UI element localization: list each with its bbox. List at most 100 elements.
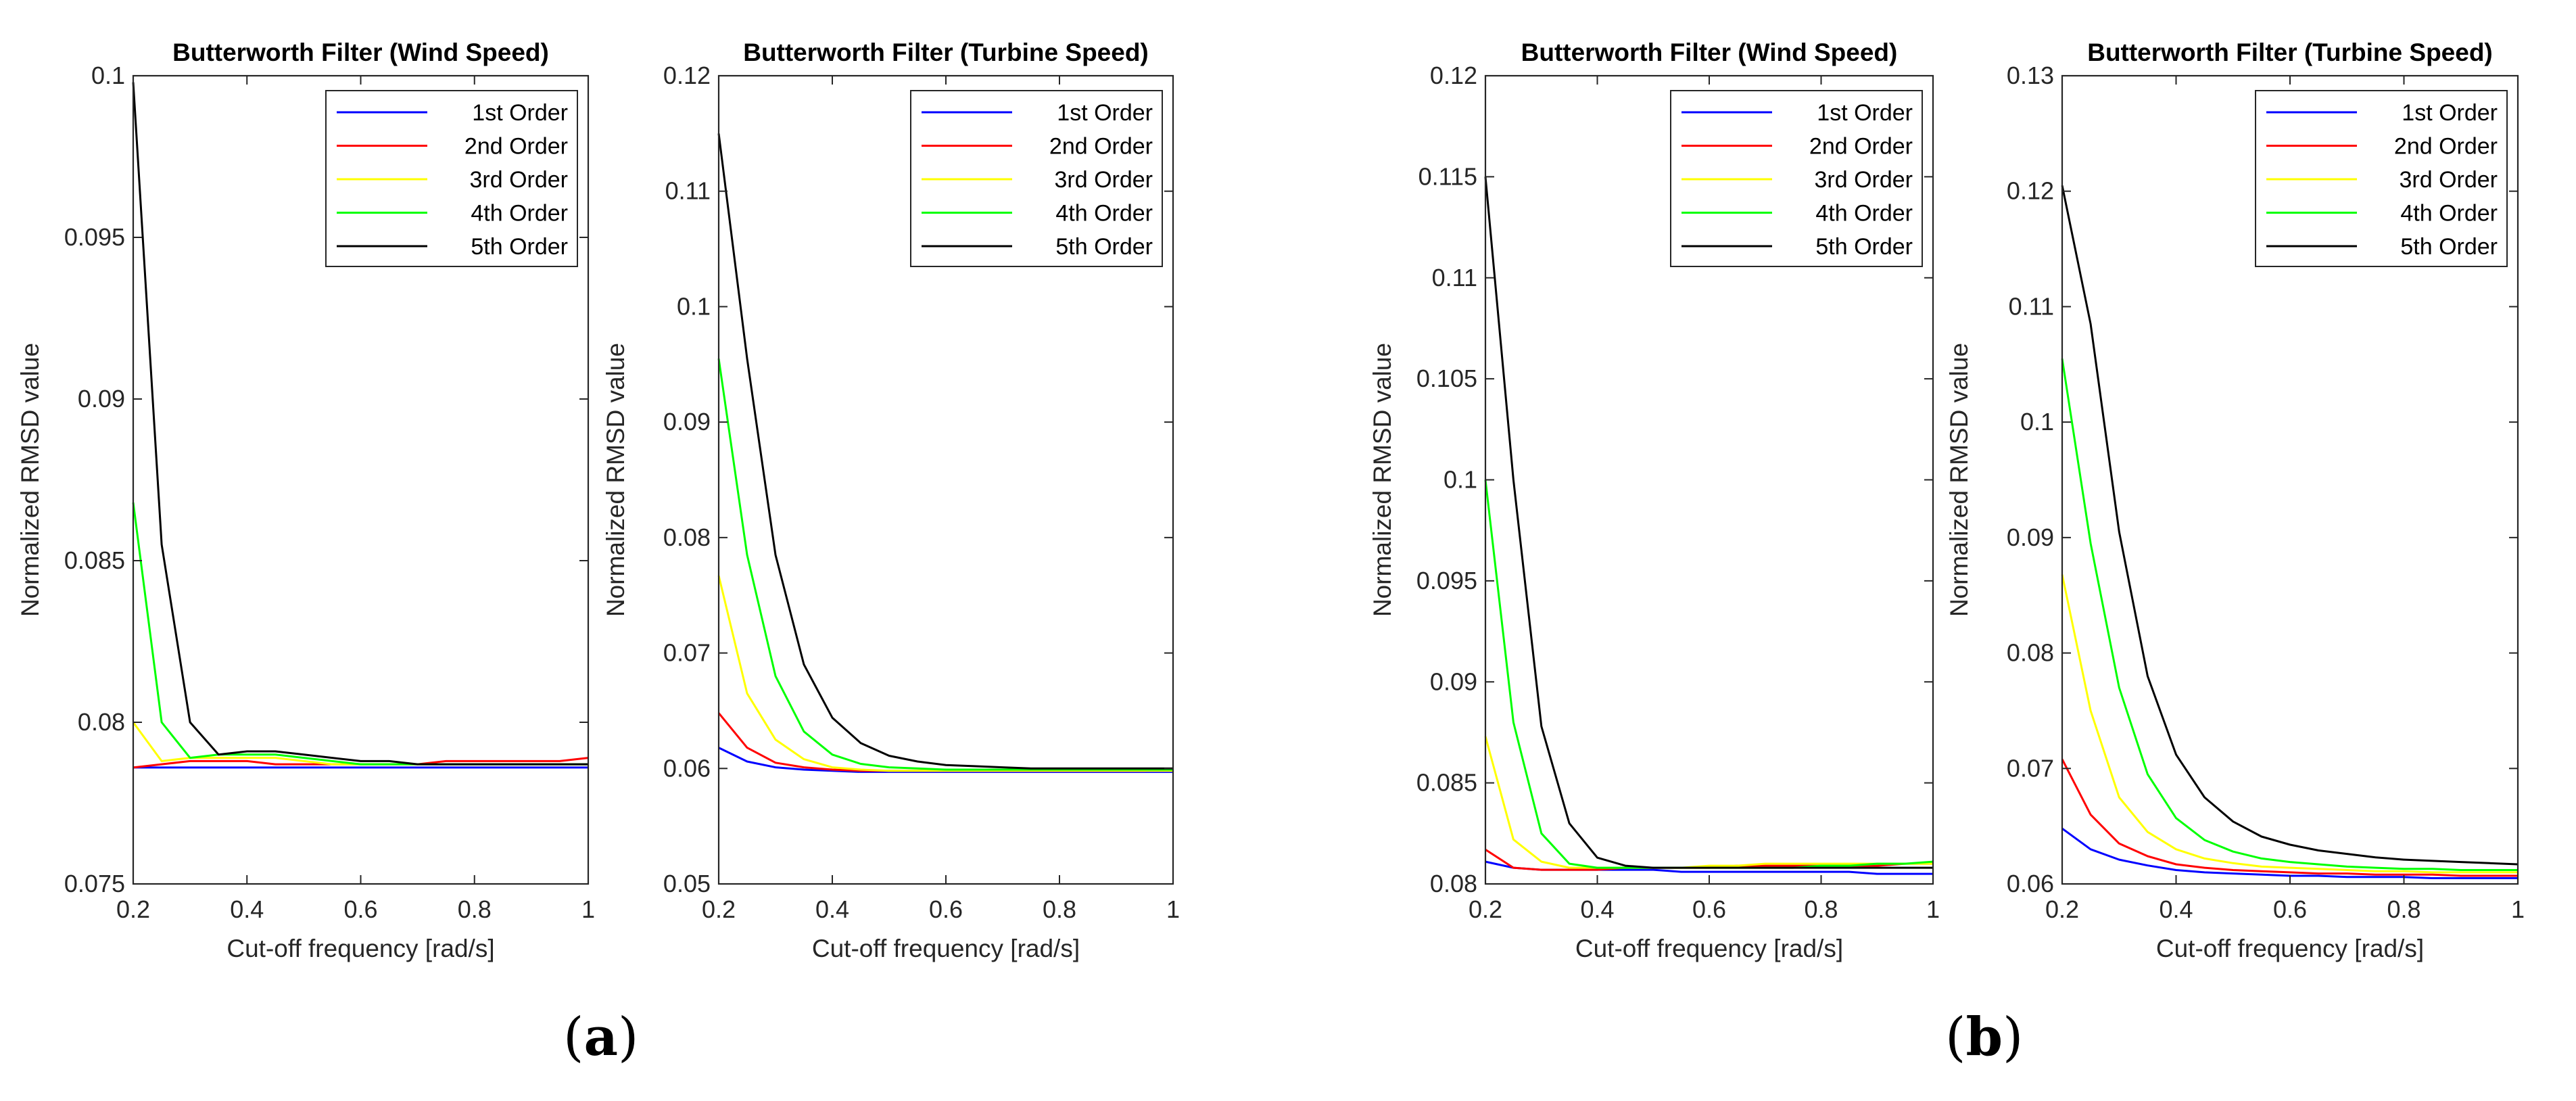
x-tick-label: 1 — [1166, 895, 1180, 923]
series-line-4 — [717, 358, 1173, 771]
x-tick-label: 0.4 — [230, 895, 264, 923]
legend-label-1: 1st Order — [472, 100, 568, 126]
legend: 1st Order 2nd Order 3rd Order 4th Order 5th … — [325, 90, 578, 267]
legend-label-3: 3rd Order — [1815, 167, 1913, 193]
y-tick-label: 0.115 — [1418, 162, 1477, 190]
y-tick-label: 0.1 — [91, 62, 125, 89]
y-tick-label: 0.08 — [663, 523, 711, 551]
x-tick-label: 0.6 — [343, 895, 377, 923]
legend-label-2: 2nd Order — [1809, 134, 1913, 160]
x-axis-label: Cut-off frequency [rad/s] — [2156, 935, 2424, 962]
x-tick-label: 1 — [581, 895, 595, 923]
y-tick-label: 0.08 — [1430, 870, 1477, 897]
chart-4: 0.2 0.4 0.6 0.8 1 0.06 0.07 0.08 0.09 0.1 0.11 0.12… — [1945, 39, 2525, 962]
y-tick-label: 0.095 — [1416, 567, 1477, 594]
legend-label-5: 5th Order — [1055, 234, 1153, 260]
x-tick-label: 0.4 — [2159, 895, 2193, 923]
legend-label-2: 2nd Order — [464, 134, 568, 160]
legend: 1st Order 2nd Order 3rd Order 4th Order 5th … — [2255, 90, 2508, 267]
series-line-3 — [132, 722, 588, 766]
chart-3: 0.2 0.4 0.6 0.8 1 0.08 0.085 0.09 0.095 0.1 0.105 0… — [1368, 39, 1940, 962]
legend-label-4: 4th Order — [471, 201, 568, 227]
legend-label-4: 4th Order — [1055, 201, 1153, 227]
x-tick-label: 0.8 — [458, 895, 492, 923]
legend-label-3: 3rd Order — [1055, 167, 1153, 193]
y-tick-label: 0.085 — [64, 546, 125, 574]
legend-label-2: 2nd Order — [1049, 134, 1153, 160]
y-tick-label: 0.09 — [2007, 523, 2054, 551]
y-tick-label: 0.12 — [2007, 177, 2054, 205]
series-line-4 — [2061, 358, 2518, 871]
x-tick-label: 1 — [1926, 895, 1940, 923]
series-line-3 — [1484, 736, 1933, 869]
legend-label-1: 1st Order — [1057, 100, 1153, 126]
y-tick-label: 0.09 — [663, 408, 711, 436]
x-tick-label: 0.6 — [929, 895, 963, 923]
x-tick-label: 0.6 — [1692, 895, 1726, 923]
series-line-1 — [718, 747, 1173, 773]
x-tick-label: 0.8 — [2387, 895, 2420, 923]
x-tick-label: 0.6 — [2273, 895, 2307, 923]
x-tick-label: 0.2 — [1469, 895, 1502, 923]
y-tick-label: 0.12 — [1430, 62, 1477, 89]
series-line-4 — [132, 502, 588, 766]
y-tick-label: 0.11 — [665, 177, 711, 205]
y-tick-label: 0.11 — [1432, 264, 1477, 291]
y-tick-label: 0.08 — [78, 708, 125, 736]
legend-label-2: 2nd Order — [2394, 134, 2498, 160]
chart-1: 0.2 0.4 0.6 0.8 1 0.075 0.08 0.085 0.09 0.095 0.1 B… — [16, 39, 595, 962]
chart-title: Butterworth Filter (Wind Speed) — [172, 39, 549, 66]
y-tick-label: 0.06 — [2007, 870, 2054, 897]
series-line-5 — [2061, 185, 2519, 866]
chart-title: Butterworth Filter (Turbine Speed) — [2087, 39, 2493, 66]
legend-label-4: 4th Order — [2400, 201, 2498, 227]
legend-label-4: 4th Order — [1815, 201, 1913, 227]
series-line-3 — [2061, 574, 2518, 874]
y-tick-label: 0.09 — [78, 385, 125, 413]
chart-2: 0.2 0.4 0.6 0.8 1 0.05 0.06 0.07 0.08 0.09 0.1 0.11… — [602, 39, 1180, 962]
y-tick-label: 0.07 — [2007, 754, 2054, 782]
series-line-1 — [2061, 827, 2518, 879]
series-line-5 — [717, 133, 1173, 770]
series-line-2 — [717, 712, 1174, 772]
legend-label-3: 3rd Order — [2400, 167, 2498, 193]
y-tick-label: 0.08 — [2007, 639, 2054, 667]
x-tick-label: 0.2 — [116, 895, 150, 923]
y-tick-label: 0.07 — [663, 639, 711, 667]
series-line-5 — [1484, 177, 1933, 869]
y-tick-label: 0.11 — [2009, 292, 2054, 320]
x-tick-label: 0.4 — [815, 895, 849, 923]
y-tick-label: 0.09 — [1430, 667, 1477, 695]
x-axis-label: Cut-off frequency [rad/s] — [1575, 935, 1843, 962]
y-tick-label: 0.1 — [2020, 408, 2054, 436]
chart-title: Butterworth Filter (Turbine Speed) — [743, 39, 1149, 66]
y-tick-label: 0.05 — [663, 870, 711, 897]
y-tick-label: 0.075 — [64, 870, 125, 897]
x-tick-label: 0.8 — [1804, 895, 1838, 923]
legend: 1st Order 2nd Order 3rd Order 4th Order 5th … — [910, 90, 1163, 267]
series-line-2 — [2061, 758, 2518, 877]
chart-title: Butterworth Filter (Wind Speed) — [1521, 39, 1898, 66]
x-tick-label: 1 — [2511, 895, 2525, 923]
y-axis-label: Normalized RMSD value — [602, 343, 629, 617]
x-tick-label: 0.4 — [1580, 895, 1614, 923]
x-tick-label: 0.2 — [2045, 895, 2079, 923]
y-tick-label: 0.095 — [64, 223, 125, 251]
legend: 1st Order 2nd Order 3rd Order 4th Order 5th … — [1670, 90, 1923, 267]
legend-label-1: 1st Order — [2402, 100, 2498, 126]
y-tick-label: 0.105 — [1416, 365, 1477, 392]
legend-label-5: 5th Order — [1815, 234, 1913, 260]
y-axis-label: Normalized RMSD value — [1945, 343, 1973, 617]
y-tick-label: 0.06 — [663, 754, 711, 782]
x-axis-label: Cut-off frequency [rad/s] — [812, 935, 1080, 962]
series-line-2 — [133, 757, 589, 769]
series-line-3 — [717, 575, 1173, 772]
y-axis-label: Normalized RMSD value — [1368, 343, 1396, 617]
x-axis-label: Cut-off frequency [rad/s] — [226, 935, 494, 962]
x-tick-label: 0.2 — [702, 895, 736, 923]
series-line-4 — [1484, 479, 1934, 869]
legend-label-3: 3rd Order — [470, 167, 569, 193]
panel-label-a: (a) — [563, 1006, 639, 1068]
